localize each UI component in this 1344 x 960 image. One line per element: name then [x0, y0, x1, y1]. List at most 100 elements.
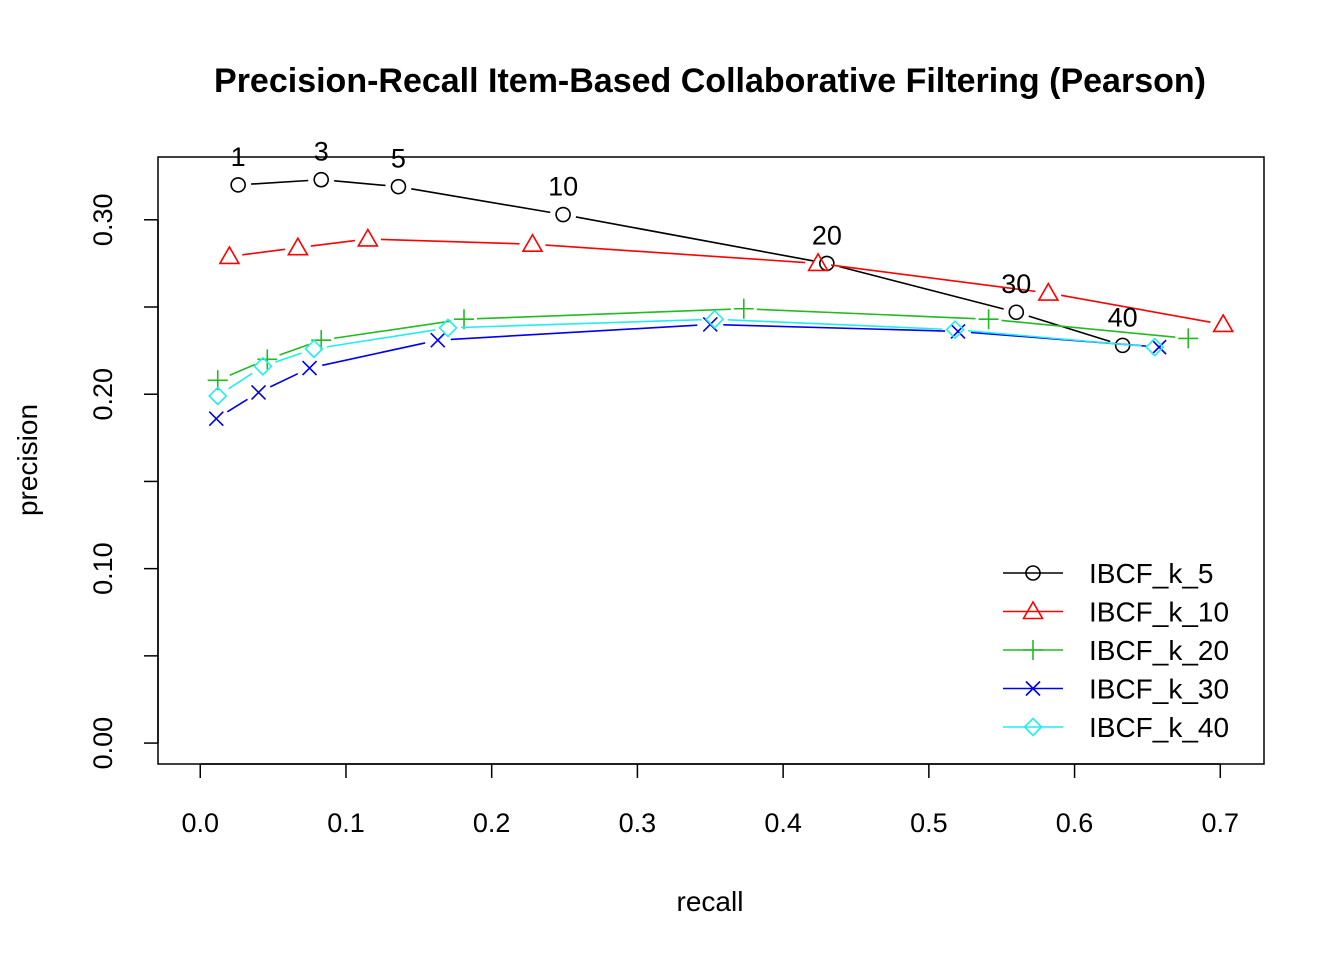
legend-marker-x: [1025, 680, 1041, 697]
point-labels: 1 3 5 10 20 30 40: [231, 137, 1138, 333]
x-tick-label: 0.6: [1056, 808, 1094, 838]
series-segment: [839, 265, 1004, 310]
point-label: 40: [1108, 302, 1138, 332]
y-axis: 0.00 0.10 0.20 0.30: [88, 194, 159, 770]
data-point-circle: [230, 177, 246, 193]
data-point-diamond: [253, 356, 273, 376]
legend-marker-plus: [1023, 640, 1043, 660]
data-point-triangle: [1212, 313, 1235, 333]
legend-item: IBCF_k_5: [1003, 558, 1214, 589]
series-segment: [380, 238, 520, 245]
y-tick-label: 0.10: [88, 542, 118, 595]
legend-item: IBCF_k_40: [1003, 712, 1229, 743]
point-label: 20: [812, 220, 842, 250]
data-point-diamond: [208, 386, 228, 406]
series-IBCF_k_40: [208, 309, 1165, 406]
y-axis-label: precision: [12, 404, 43, 516]
series-IBCF_k_20: [207, 298, 1199, 391]
y-tick-label: 0.30: [88, 194, 118, 247]
series-segment: [756, 308, 976, 320]
series-segment: [333, 320, 452, 340]
data-point-triangle: [807, 252, 829, 272]
x-tick-label: 0.1: [327, 808, 365, 838]
legend-label: IBCF_k_5: [1089, 558, 1214, 589]
legend-label: IBCF_k_40: [1089, 712, 1229, 743]
x-tick-label: 0.2: [473, 808, 511, 838]
legend-label: IBCF_k_20: [1089, 635, 1229, 666]
point-label: 1: [231, 142, 246, 172]
data-point-triangle: [1037, 281, 1060, 301]
series-segment: [967, 330, 1142, 347]
legend-item: IBCF_k_10: [1003, 597, 1229, 628]
legend-item: IBCF_k_30: [1003, 674, 1229, 705]
data-point-triangle: [356, 227, 379, 247]
legend-item: IBCF_k_20: [1003, 635, 1229, 666]
data-point-circle: [555, 206, 571, 223]
x-axis: 0.0 0.1 0.2 0.3 0.4 0.5 0.6 0.7: [181, 763, 1240, 838]
series-segment: [310, 239, 356, 247]
series-segment: [411, 188, 551, 214]
series-segment: [269, 372, 299, 388]
data-point-diamond: [705, 309, 725, 329]
series-IBCF_k_5: [230, 171, 1131, 354]
point-label: 30: [1001, 269, 1031, 299]
series-segment: [727, 318, 943, 330]
data-point-circle: [390, 178, 407, 195]
series-segment: [545, 244, 806, 264]
legend-marker-triangle: [1022, 600, 1044, 620]
data-point-plus: [978, 309, 999, 330]
data-point-diamond: [945, 320, 965, 340]
data-point-diamond: [438, 318, 458, 338]
data-point-x: [430, 332, 446, 348]
x-tick-label: 0.5: [910, 808, 948, 838]
data-point-triangle: [287, 236, 309, 256]
series-segment: [460, 318, 702, 329]
series-segment: [334, 180, 386, 187]
data-point-plus: [454, 309, 475, 330]
data-point-plus: [1178, 328, 1199, 349]
data-point-x: [1151, 339, 1167, 355]
series-segment: [723, 324, 946, 332]
legend-marker-diamond: [1023, 717, 1043, 737]
series-IBCF_k_10: [218, 227, 1235, 333]
y-tick-label: 0.00: [88, 717, 118, 770]
point-label: 3: [314, 137, 329, 167]
x-axis-label: recall: [677, 886, 744, 917]
series-segment: [279, 343, 310, 356]
data-point-circle: [1008, 304, 1025, 321]
series-segment: [326, 329, 436, 348]
series-segment: [1028, 315, 1111, 343]
series-segment: [450, 324, 698, 341]
data-point-plus: [733, 298, 754, 319]
series-segment: [322, 342, 426, 367]
series-IBCF_k_30: [208, 316, 1167, 427]
legend-label: IBCF_k_30: [1089, 674, 1229, 705]
series-segment: [229, 363, 256, 376]
series-segment: [830, 264, 1036, 293]
legend: IBCF_k_5 IBCF_k_10 IBCF_k_20 IBCF_k_30 IBCF_…: [1003, 558, 1229, 743]
series-segment: [226, 398, 248, 413]
series-segment: [575, 216, 815, 262]
x-tick-label: 0.7: [1202, 808, 1240, 838]
x-tick-label: 0.3: [619, 808, 657, 838]
series-segment: [1001, 319, 1176, 338]
series-segment: [1060, 294, 1211, 323]
legend-label: IBCF_k_10: [1089, 597, 1229, 628]
y-tick-label: 0.20: [88, 368, 118, 421]
series-layer: [207, 171, 1235, 427]
data-point-x: [301, 360, 318, 376]
data-point-circle: [313, 171, 330, 188]
series-segment: [274, 352, 302, 363]
series-segment: [251, 179, 309, 185]
data-point-diamond: [1145, 337, 1165, 357]
series-segment: [242, 248, 286, 256]
data-point-diamond: [304, 339, 324, 359]
x-tick-label: 0.4: [764, 808, 802, 838]
data-point-x: [250, 384, 267, 401]
data-point-triangle: [521, 233, 544, 253]
data-point-x: [208, 411, 224, 427]
series-segment: [476, 308, 731, 320]
legend-marker-circle: [1025, 565, 1041, 581]
data-point-triangle: [218, 245, 241, 265]
